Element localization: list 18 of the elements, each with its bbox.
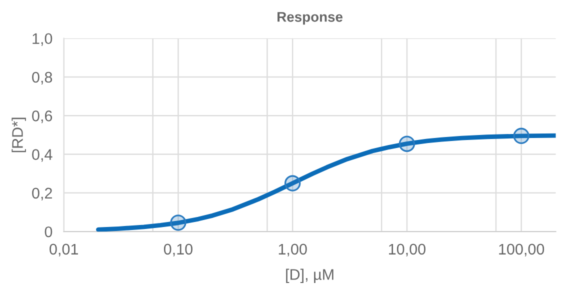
x-tick-label: 10,00 [389,244,426,256]
x-tick-label: 1,00 [278,244,307,256]
point [398,136,416,152]
x-tick-label: 0,01 [50,244,78,256]
y-tick-label: 1,0 [32,33,52,46]
y-tick-label: 0,6 [32,110,52,124]
point [170,214,186,231]
x-tick-label: 100,00 [499,244,544,256]
x-axis-title: [D], µM [286,268,334,283]
y-axis-title: [RD*] [12,118,26,152]
point [513,128,530,144]
y-tick-label: 0,8 [32,72,52,84]
y-tick-label: 0,4 [32,149,52,162]
chart-title: Response [278,12,343,25]
point [284,175,301,192]
y-tick-label: 0 [44,226,52,238]
x-tick-label: 0,10 [164,244,192,256]
y-tick-label: 0,2 [32,188,52,200]
